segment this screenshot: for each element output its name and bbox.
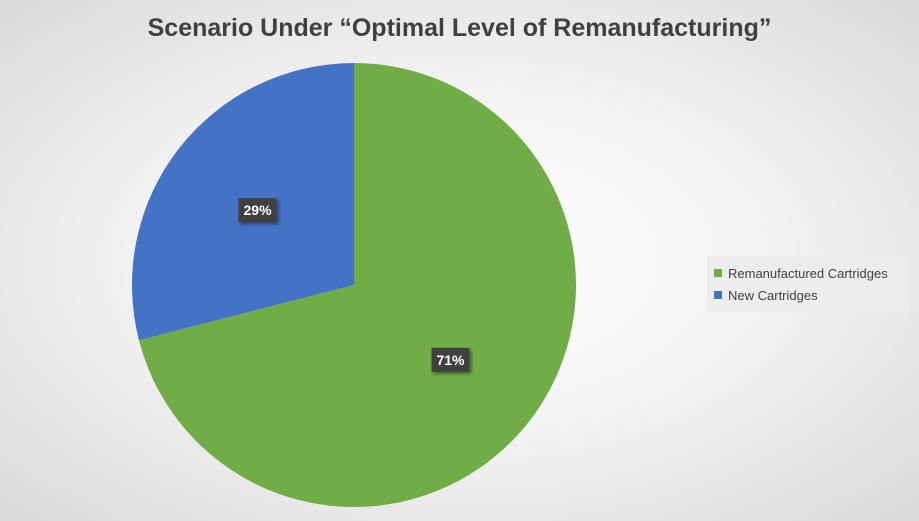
legend: Remanufactured Cartridges New Cartridges [707,256,909,312]
legend-swatch-new [714,291,722,299]
data-label-box [431,347,470,372]
legend-label-remanufactured: Remanufactured Cartridges [728,265,888,281]
legend-item-new[interactable]: New Cartridges [714,284,909,306]
pie-slice-remanufactured[interactable] [138,63,576,507]
data-label-text: 71% [436,352,465,368]
legend-label-new: New Cartridges [728,287,818,303]
data-label-new: 29% [238,198,277,223]
legend-swatch-remanufactured [714,269,722,277]
data-label-text: 29% [244,202,273,218]
data-label-remanufactured: 71% [431,347,470,372]
legend-item-remanufactured[interactable]: Remanufactured Cartridges [714,262,909,284]
chart-title: Scenario Under “Optimal Level of Remanuf… [147,14,772,42]
data-label-box [238,198,277,223]
